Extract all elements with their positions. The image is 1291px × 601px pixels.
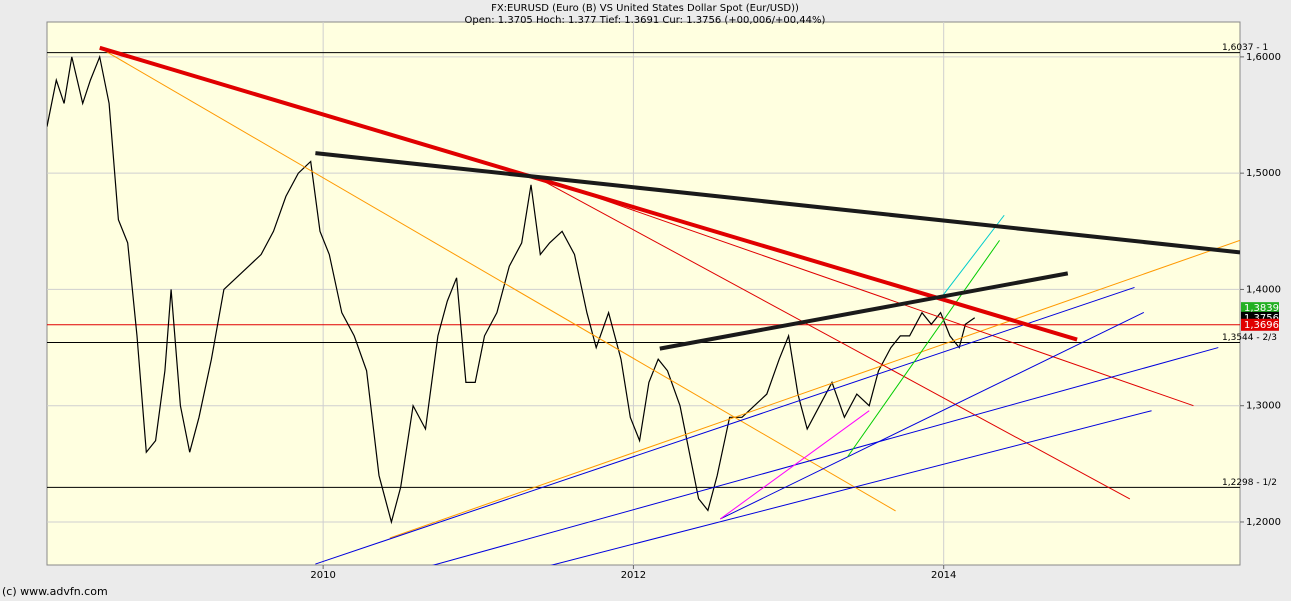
price-tag-label: 1,3756 bbox=[1244, 313, 1279, 324]
trend-line bbox=[432, 347, 1219, 565]
price-line bbox=[47, 54, 976, 525]
trend-line bbox=[389, 239, 1240, 539]
price-tag-label: 1,3839 bbox=[1244, 303, 1279, 314]
trend-line bbox=[719, 410, 870, 520]
y-tick-label: 1,6000 bbox=[1246, 52, 1281, 63]
trend-line bbox=[315, 151, 1240, 255]
x-tick-label: 2010 bbox=[310, 570, 335, 581]
level-label: 1,2298 - 1/2 bbox=[1222, 478, 1277, 488]
level-label: 1,6037 - 1 bbox=[1222, 43, 1268, 53]
y-tick-label: 1,3000 bbox=[1246, 401, 1281, 412]
y-tick-label: 1,4000 bbox=[1246, 284, 1281, 295]
trend-line bbox=[938, 214, 1005, 301]
price-tag-label: 1,3696 bbox=[1244, 320, 1279, 331]
trend-line bbox=[659, 271, 1069, 351]
trend-line bbox=[847, 240, 1000, 458]
trend-line bbox=[99, 45, 1078, 342]
trend-line bbox=[550, 410, 1152, 565]
chart-title: FX:EURUSD (Euro (B) VS United States Dol… bbox=[491, 3, 799, 14]
trend-line bbox=[720, 312, 1145, 520]
plot bbox=[47, 22, 1240, 565]
price-tag bbox=[1241, 318, 1279, 331]
trend-line bbox=[99, 47, 896, 512]
y-tick-label: 1,5000 bbox=[1246, 168, 1281, 179]
level-label: 1,3544 - 2/3 bbox=[1222, 333, 1277, 343]
trend-line bbox=[532, 174, 1131, 500]
trend-line bbox=[315, 286, 1135, 565]
y-tick-label: 1,2000 bbox=[1246, 517, 1281, 528]
plot-area bbox=[46, 21, 1241, 566]
chart-subtitle: Open: 1.3705 Hoch: 1.377 Tief: 1.3691 Cu… bbox=[465, 15, 826, 26]
price-tag bbox=[1241, 302, 1279, 315]
x-tick-label: 2012 bbox=[621, 570, 646, 581]
trend-line bbox=[532, 174, 1194, 407]
x-tick-label: 2014 bbox=[931, 570, 956, 581]
source: (c) www.advfn.com bbox=[2, 585, 108, 598]
